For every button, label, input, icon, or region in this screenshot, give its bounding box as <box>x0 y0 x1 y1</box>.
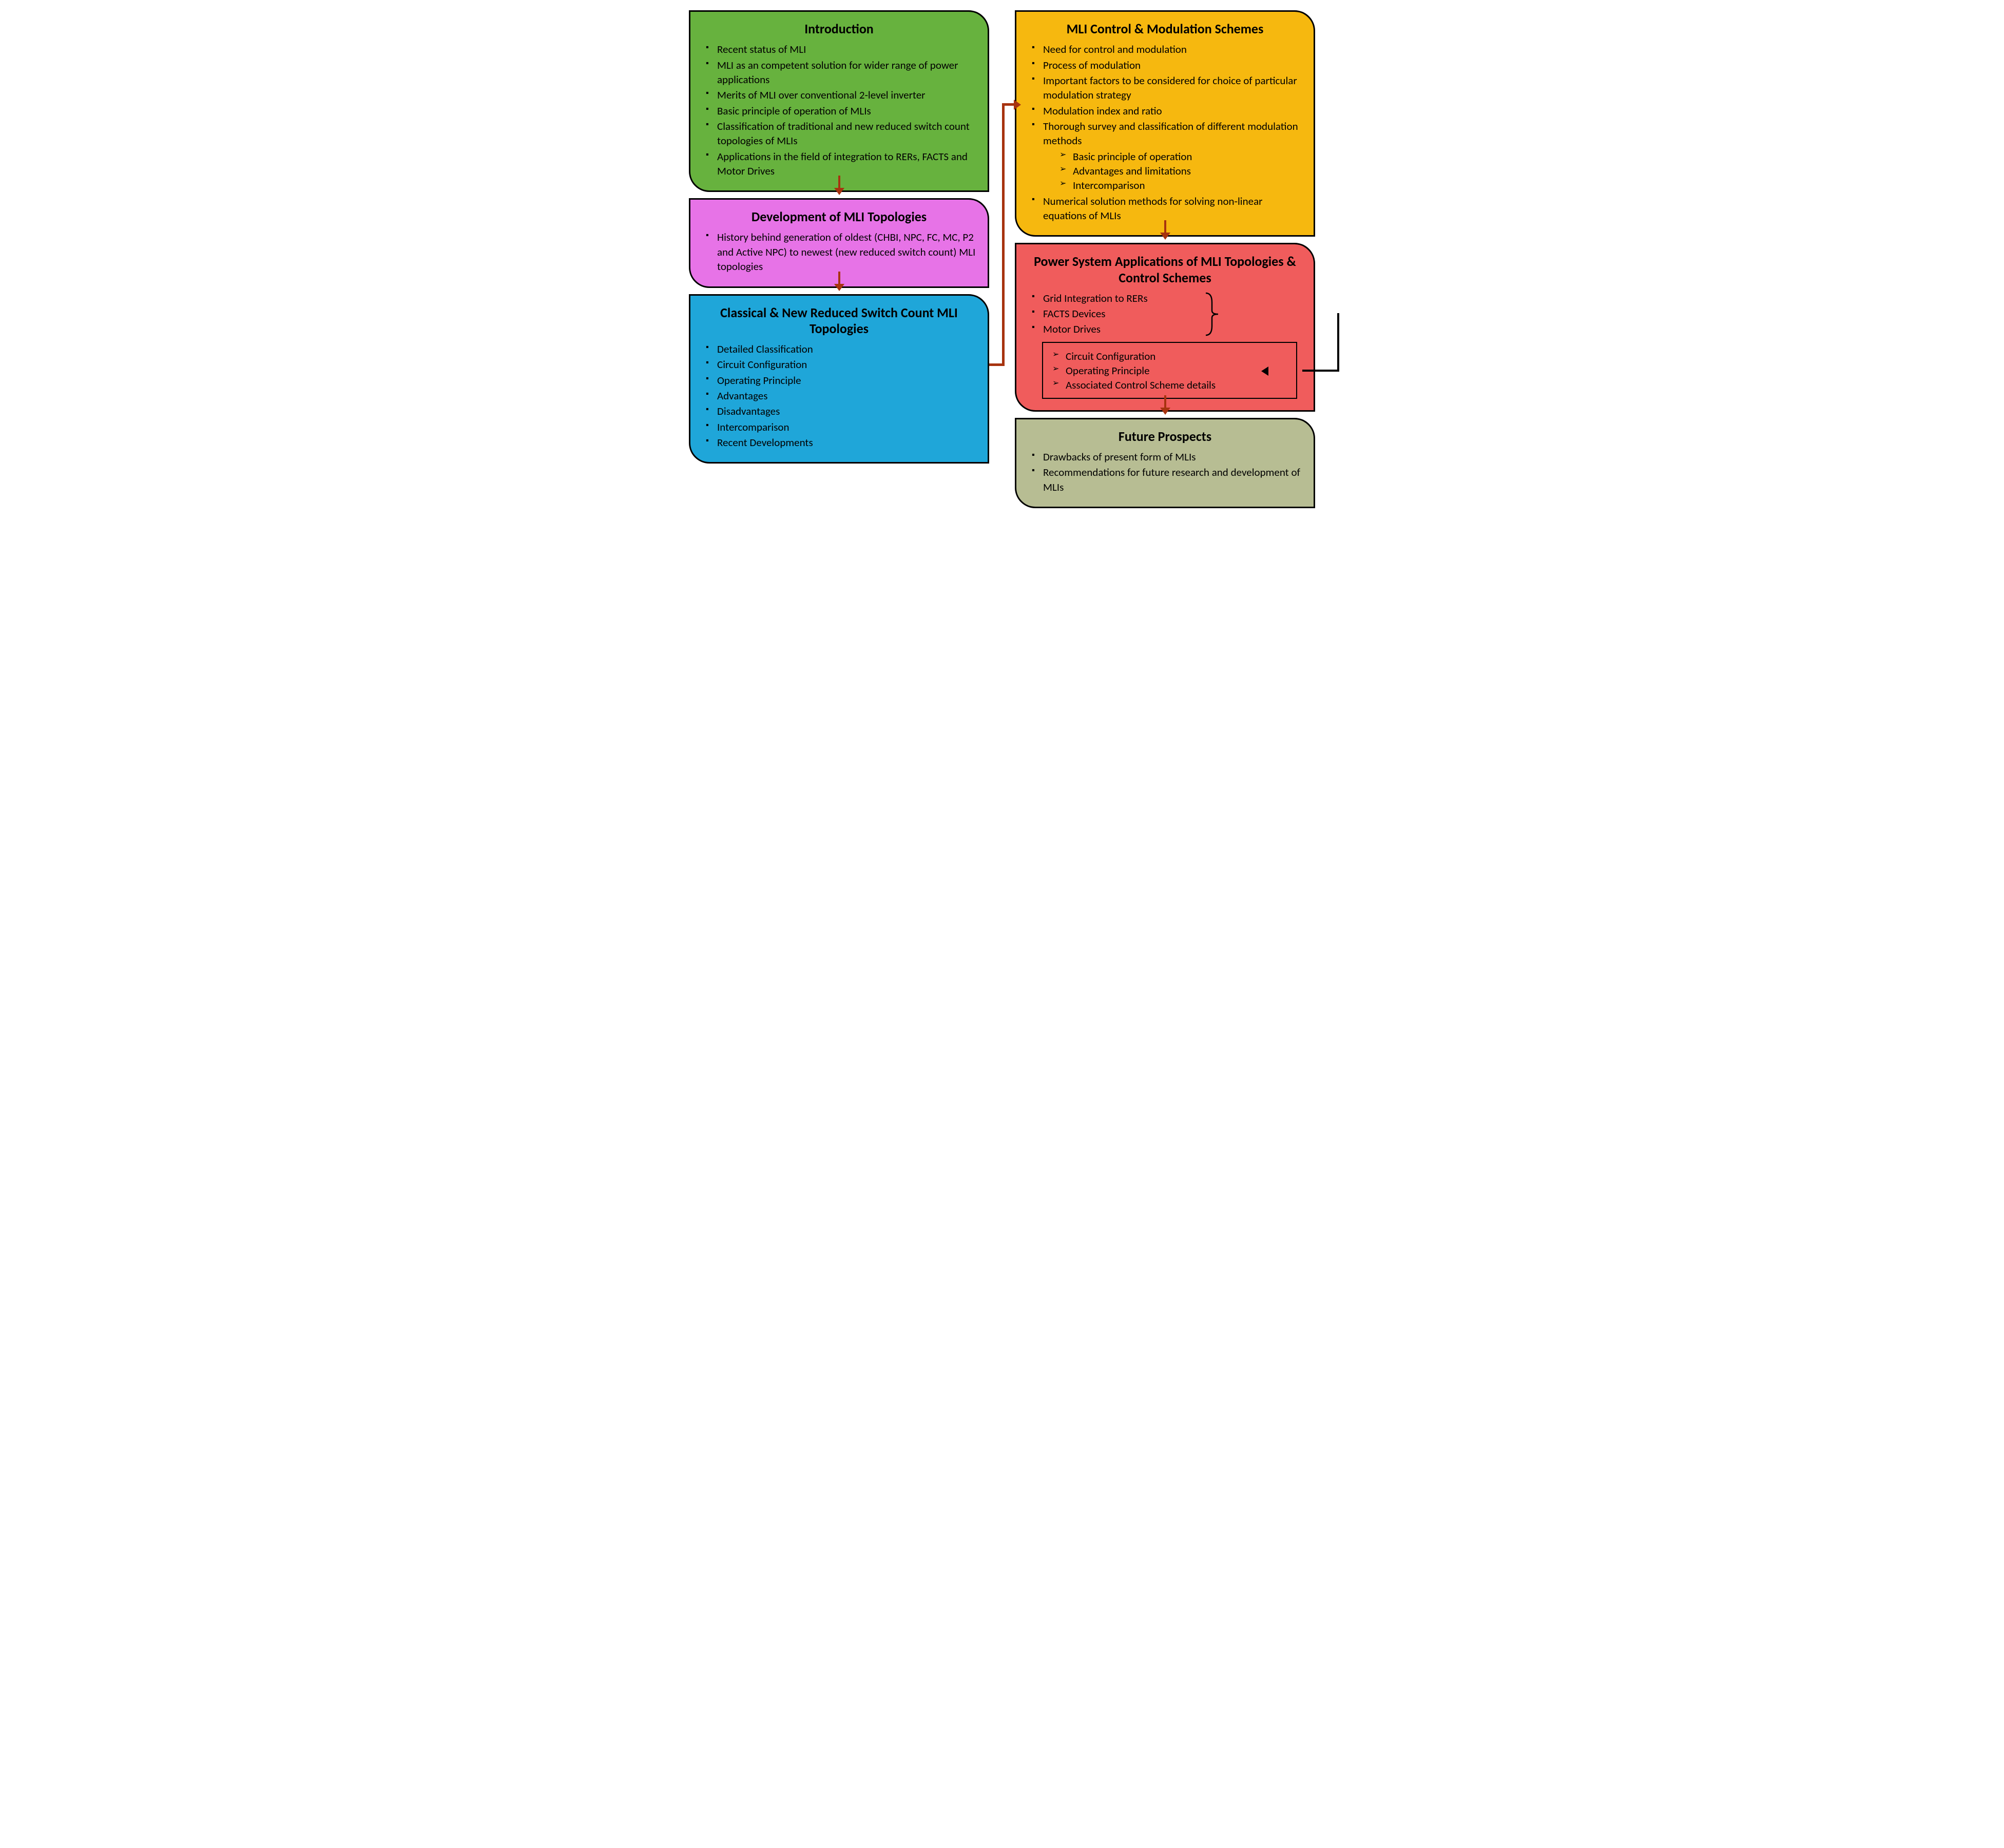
sub-item: Circuit Configuration <box>1052 349 1289 363</box>
bullet-list: Recent status of MLI MLI as an competent… <box>702 42 976 178</box>
list-item: Modulation index and ratio <box>1031 104 1302 118</box>
box-title: Introduction <box>702 21 976 37</box>
sub-item: Intercomparison <box>1059 178 1302 192</box>
list-item: Motor Drives <box>1031 322 1302 336</box>
box-classical: Classical & New Reduced Switch Count MLI… <box>689 294 989 464</box>
bracket-group: Grid Integration to RERs FACTS Devices M… <box>1028 291 1302 337</box>
left-column: Introduction Recent status of MLI MLI as… <box>689 10 989 508</box>
list-item: Thorough survey and classification of di… <box>1031 119 1302 193</box>
sub-item: Advantages and limitations <box>1059 164 1302 178</box>
bullet-list: Grid Integration to RERs FACTS Devices M… <box>1028 291 1302 337</box>
bullet-list: Drawbacks of present form of MLIs Recomm… <box>1028 450 1302 494</box>
bullet-list: Need for control and modulation Process … <box>1028 42 1302 223</box>
box-future: Future Prospects Drawbacks of present fo… <box>1015 418 1315 508</box>
list-item: Recent status of MLI <box>705 42 976 56</box>
box-title: MLI Control & Modulation Schemes <box>1028 21 1302 37</box>
sub-list: Circuit Configuration Operating Principl… <box>1050 349 1289 393</box>
list-item: Circuit Configuration <box>705 357 976 372</box>
sub-list: Basic principle of operation Advantages … <box>1043 149 1302 193</box>
list-item: Grid Integration to RERs <box>1031 291 1302 305</box>
box-control: MLI Control & Modulation Schemes Need fo… <box>1015 10 1315 237</box>
list-item: Classification of traditional and new re… <box>705 119 976 148</box>
list-item: Disadvantages <box>705 404 976 418</box>
inner-detail-box: Circuit Configuration Operating Principl… <box>1042 342 1297 399</box>
box-title: Power System Applications of MLI Topolog… <box>1028 254 1302 285</box>
right-column: MLI Control & Modulation Schemes Need fo… <box>1015 10 1315 508</box>
list-item: Important factors to be considered for c… <box>1031 73 1302 103</box>
list-item: Numerical solution methods for solving n… <box>1031 194 1302 223</box>
connector-line <box>1337 313 1339 370</box>
list-item: MLI as an competent solution for wider r… <box>705 58 976 87</box>
bullet-list: History behind generation of oldest (CHB… <box>702 230 976 274</box>
box-title: Future Prospects <box>1028 429 1302 445</box>
flowchart: Introduction Recent status of MLI MLI as… <box>689 10 1315 508</box>
list-item: Basic principle of operation of MLIs <box>705 104 976 118</box>
list-item: FACTS Devices <box>1031 306 1302 321</box>
list-item: Merits of MLI over conventional 2-level … <box>705 88 976 102</box>
list-item: Detailed Classification <box>705 342 976 356</box>
list-item: Recent Developments <box>705 435 976 450</box>
sub-item: Operating Principle <box>1052 363 1289 378</box>
box-introduction: Introduction Recent status of MLI MLI as… <box>689 10 989 192</box>
list-item: Process of modulation <box>1031 58 1302 72</box>
list-item: History behind generation of oldest (CHB… <box>705 230 976 274</box>
list-item: Advantages <box>705 389 976 403</box>
list-item: Drawbacks of present form of MLIs <box>1031 450 1302 464</box>
list-item: Intercomparison <box>705 420 976 434</box>
sub-item: Basic principle of operation <box>1059 149 1302 164</box>
list-item: Need for control and modulation <box>1031 42 1302 56</box>
sub-item: Associated Control Scheme details <box>1052 378 1289 392</box>
list-item: Recommendations for future research and … <box>1031 465 1302 494</box>
bullet-list: Detailed Classification Circuit Configur… <box>702 342 976 450</box>
list-item-text: Thorough survey and classification of di… <box>1043 120 1298 147</box>
box-title: Development of MLI Topologies <box>702 209 976 225</box>
list-item: Operating Principle <box>705 373 976 388</box>
list-item: Applications in the field of integration… <box>705 149 976 179</box>
box-applications: Power System Applications of MLI Topolog… <box>1015 243 1315 411</box>
box-title: Classical & New Reduced Switch Count MLI… <box>702 305 976 337</box>
